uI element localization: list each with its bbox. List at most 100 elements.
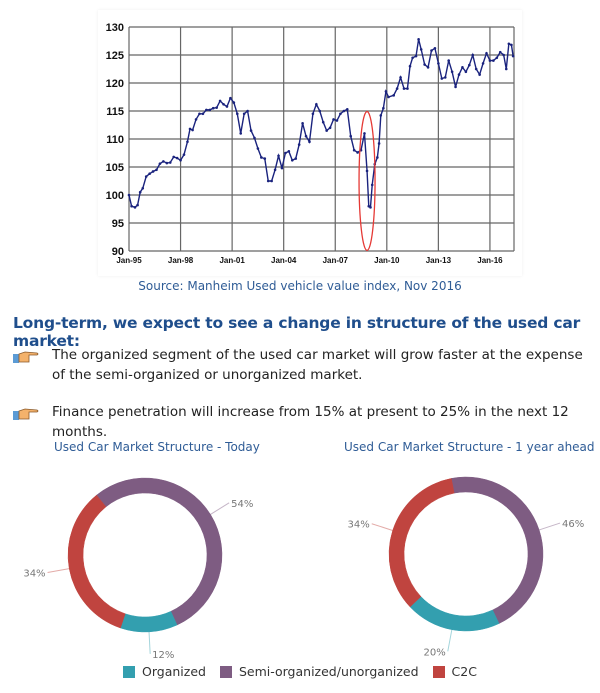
- data-point: [339, 112, 342, 116]
- y-tick-label: 100: [106, 190, 124, 202]
- legend: Organized Semi-organized/unorganized C2C: [0, 664, 600, 679]
- data-point: [437, 62, 440, 65]
- x-tick-label: Jan-04: [271, 256, 297, 265]
- data-point: [155, 168, 158, 172]
- data-point: [335, 119, 339, 122]
- data-point: [218, 99, 222, 103]
- data-point: [133, 206, 137, 209]
- data-point: [402, 87, 406, 90]
- data-point: [242, 112, 246, 116]
- data-point: [168, 161, 172, 164]
- data-point: [130, 204, 133, 208]
- data-point: [127, 193, 131, 197]
- x-tick-label: Jan-07: [323, 256, 349, 265]
- data-point: [148, 172, 151, 176]
- y-tick-label: 90: [112, 246, 124, 258]
- price-index-chart: 90 95 100 105 110 115 120 125 130 Jan-95 Jan-98 Jan…: [98, 10, 522, 276]
- data-point: [419, 48, 423, 51]
- data-point: [408, 64, 412, 68]
- data-point: [138, 190, 142, 194]
- legend-item-organized: Organized: [123, 664, 206, 679]
- slice-label: 12%: [152, 650, 174, 660]
- data-point: [311, 112, 315, 116]
- data-point: [235, 112, 239, 116]
- data-point: [492, 59, 495, 62]
- data-point: [332, 118, 335, 121]
- leader-line: [148, 631, 151, 654]
- x-tick-label: Jan-98: [168, 256, 194, 265]
- y-tick-label: 125: [106, 50, 124, 62]
- data-point: [280, 166, 284, 170]
- data-point: [376, 156, 379, 159]
- data-point: [454, 85, 457, 89]
- data-point: [352, 148, 356, 152]
- data-point: [384, 90, 388, 93]
- pointing-hand-icon: [13, 408, 39, 420]
- data-point: [507, 42, 511, 46]
- data-point: [208, 108, 212, 112]
- data-point: [186, 140, 189, 144]
- data-point: [488, 59, 492, 62]
- series-line: [128, 39, 514, 209]
- data-point: [205, 108, 208, 112]
- data-point: [315, 102, 318, 106]
- data-point: [511, 54, 515, 58]
- bullet-text: The organized segment of the used car ma…: [52, 347, 583, 383]
- data-point: [485, 52, 488, 55]
- data-point: [182, 153, 186, 156]
- pointing-hand-icon: [13, 351, 39, 363]
- data-point: [321, 120, 325, 124]
- data-point: [194, 118, 198, 121]
- data-point: [461, 66, 464, 69]
- slice-label: 20%: [424, 647, 446, 658]
- data-point: [136, 203, 139, 207]
- data-point: [406, 87, 409, 90]
- data-point: [430, 49, 433, 52]
- y-tick-label: 120: [106, 78, 124, 90]
- data-point: [179, 158, 182, 162]
- data-point: [481, 62, 485, 65]
- donut-slice: [120, 611, 178, 633]
- data-point: [471, 53, 475, 57]
- donut-slice: [409, 596, 500, 632]
- leader-line: [47, 568, 70, 574]
- y-tick-label: 95: [112, 218, 124, 230]
- data-point: [510, 43, 513, 47]
- x-tick-label: Jan-10: [374, 256, 400, 265]
- donut-title-today: Used Car Market Structure - Today: [54, 440, 260, 454]
- data-point: [318, 109, 322, 113]
- leader-line: [210, 502, 230, 515]
- data-point: [191, 128, 194, 132]
- data-point: [263, 157, 267, 160]
- legend-swatch: [432, 665, 445, 678]
- data-point: [253, 136, 256, 140]
- data-point: [379, 114, 383, 117]
- data-point: [443, 76, 447, 79]
- data-point: [294, 157, 298, 160]
- data-point: [504, 67, 508, 71]
- data-point: [356, 151, 359, 154]
- legend-label: Semi-organized/unorganized: [238, 664, 419, 679]
- data-point: [225, 105, 229, 108]
- data-point: [370, 183, 374, 187]
- data-point: [284, 151, 287, 155]
- data-point: [328, 126, 332, 130]
- data-point: [349, 134, 353, 138]
- data-point: [222, 102, 225, 106]
- leader-line: [371, 523, 393, 531]
- y-tick-label: 110: [106, 134, 124, 146]
- data-point: [211, 106, 215, 110]
- leader-line: [447, 629, 453, 652]
- data-point: [249, 129, 253, 132]
- data-point: [175, 156, 179, 160]
- data-point: [450, 70, 454, 74]
- data-point: [474, 67, 478, 71]
- donut-title-ahead: Used Car Market Structure - 1 year ahead: [344, 440, 595, 454]
- data-point: [301, 122, 304, 125]
- legend-item-c2c: C2C: [432, 664, 477, 679]
- data-point: [172, 155, 175, 159]
- data-point: [464, 70, 468, 74]
- donut-slice: [67, 494, 126, 629]
- data-point: [392, 94, 395, 97]
- data-point: [277, 154, 280, 158]
